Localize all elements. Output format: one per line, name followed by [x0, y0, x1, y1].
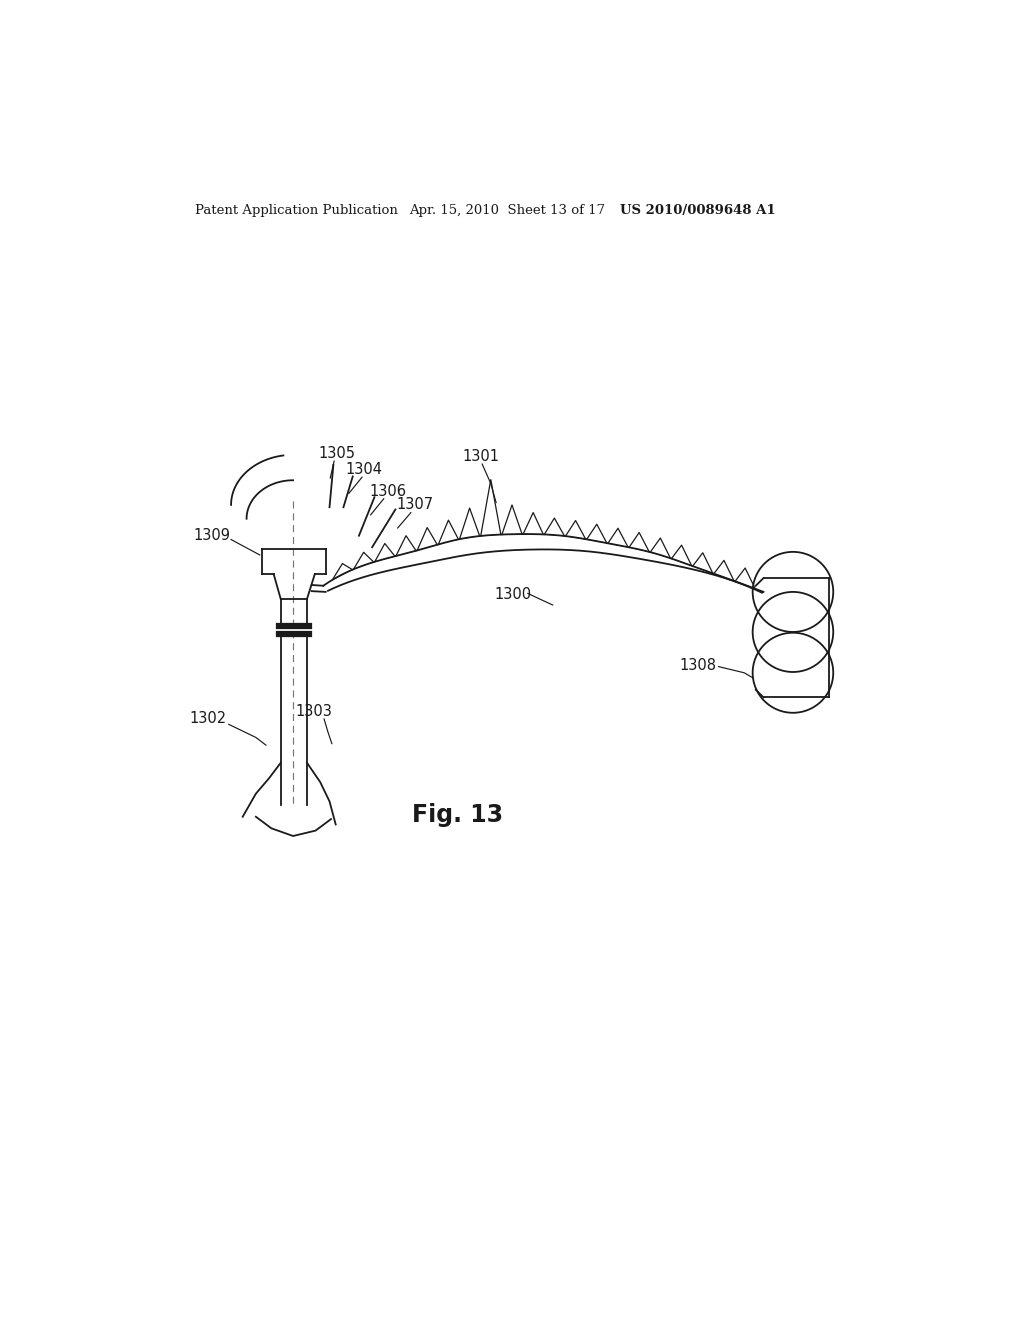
Text: 1308: 1308 — [679, 657, 716, 673]
Text: Patent Application Publication: Patent Application Publication — [196, 205, 398, 218]
Text: 1309: 1309 — [194, 528, 230, 544]
Text: 1302: 1302 — [189, 711, 226, 726]
Text: 1305: 1305 — [318, 446, 355, 461]
Text: US 2010/0089648 A1: US 2010/0089648 A1 — [621, 205, 776, 218]
Text: 1303: 1303 — [296, 704, 333, 719]
Text: 1301: 1301 — [462, 449, 499, 463]
Text: Fig. 13: Fig. 13 — [412, 803, 503, 828]
Text: 1300: 1300 — [495, 587, 531, 602]
Text: Apr. 15, 2010  Sheet 13 of 17: Apr. 15, 2010 Sheet 13 of 17 — [410, 205, 605, 218]
Text: 1307: 1307 — [396, 498, 433, 512]
Text: 1304: 1304 — [346, 462, 383, 477]
Text: 1306: 1306 — [370, 483, 407, 499]
